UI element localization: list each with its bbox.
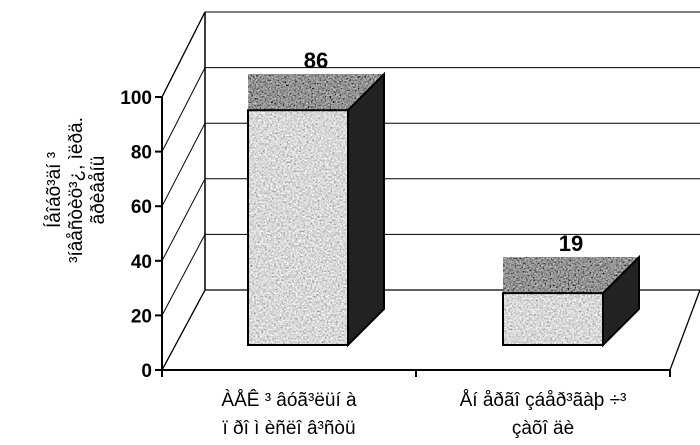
gridline-side [161,67,206,152]
bar: 19 [500,231,642,348]
x-tick-label: Åí åðãî çáåð³ãàþ ÷³ çàõî äè [460,390,627,439]
bar-outline [502,292,604,347]
y-tick-label: 0 [141,361,152,382]
y-tick-label: 20 [131,306,152,327]
bars: 86 19 [245,48,642,348]
bar-front-face [502,292,604,347]
bar: 86 [245,48,387,348]
bar-outline [247,109,349,346]
y-axis-label-line: ãðèâåíü [88,156,109,225]
y-tick-label: 80 [131,143,152,164]
y-axis-label-line: Íåîáõ³äí ³ [44,152,65,228]
y-tick-label: 40 [131,252,152,273]
bar-value-label: 86 [304,48,328,73]
y-axis: 0 20 40 60 80 100 [120,88,163,382]
gridline-side [161,178,206,262]
gridline-side [161,122,206,207]
bar-value-label: 19 [559,231,583,256]
bar-front-face [247,109,349,346]
y-axis-label-line: ³íâåñòèö³¿, ìëðä. [66,117,87,263]
gridline-side [161,234,206,316]
y-tick-label: 100 [120,88,152,109]
gridline-side [161,11,206,98]
bar-side-face [347,71,385,348]
y-tick-label: 60 [131,197,152,218]
